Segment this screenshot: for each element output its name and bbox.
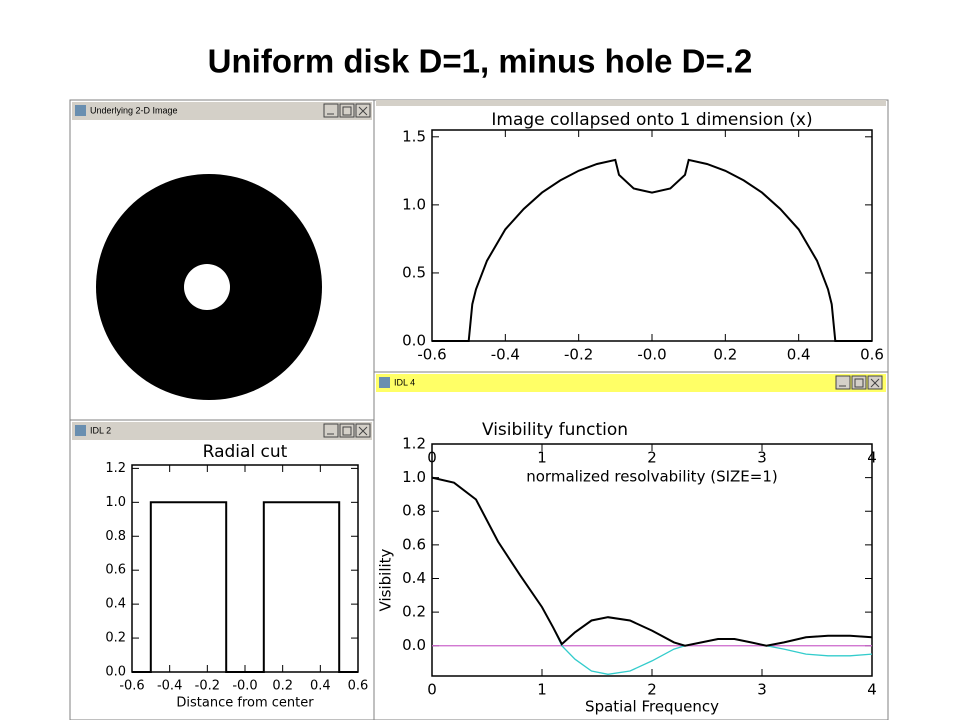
x-tick-label: 0.4 xyxy=(787,346,811,364)
y-tick-label: 1.2 xyxy=(105,461,126,476)
window xyxy=(69,419,375,720)
chart-title: Image collapsed onto 1 dimension (x) xyxy=(491,110,812,130)
title-bar xyxy=(72,102,372,120)
x-tick-label: 0.2 xyxy=(272,679,293,694)
y-tick-label: 0.4 xyxy=(402,569,426,587)
x-tick-label: 4 xyxy=(867,681,877,699)
y-tick-label: 1.2 xyxy=(402,435,426,453)
x-tick-label: 0 xyxy=(427,681,437,699)
x-tick-label: -0.2 xyxy=(564,346,593,364)
window-icon xyxy=(75,425,86,436)
x-tick-label: 2 xyxy=(647,681,657,699)
window xyxy=(373,99,889,373)
y-tick-label: 0.8 xyxy=(402,502,426,520)
x2-axis-label: normalized resolvability (SIZE=1) xyxy=(526,468,777,486)
x-tick-label: -0.6 xyxy=(119,679,144,694)
data-line xyxy=(431,476,873,647)
window-buttons[interactable] xyxy=(323,103,371,118)
x2-tick-label: 0 xyxy=(427,449,437,467)
chart-title: Visibility function xyxy=(482,420,628,440)
x-tick-label: 0.6 xyxy=(860,346,884,364)
window-buttons[interactable] xyxy=(835,375,883,390)
y-tick-label: 1.0 xyxy=(402,195,426,213)
window-title: Underlying 2-D Image xyxy=(90,105,178,115)
x-tick-label: -0.2 xyxy=(195,679,220,694)
x-axis-label: Distance from center xyxy=(176,696,314,711)
slide-title: Uniform disk D=1, minus hole D=.2 xyxy=(208,43,753,80)
y-tick-label: 0.0 xyxy=(402,636,426,654)
y-tick-label: 0.6 xyxy=(105,563,126,578)
y-tick-label: 1.0 xyxy=(402,468,426,486)
data-line xyxy=(132,501,358,673)
x2-tick-label: 1 xyxy=(537,449,547,467)
y-tick-label: 1.5 xyxy=(402,127,426,145)
x2-tick-label: 2 xyxy=(647,449,657,467)
y-tick-label: 0.0 xyxy=(105,665,126,680)
y-axis-label: Visibility xyxy=(377,548,395,611)
hole xyxy=(184,264,230,310)
y-tick-label: 0.2 xyxy=(402,603,426,621)
y-tick-label: 0.2 xyxy=(105,631,126,646)
window-icon xyxy=(75,105,86,116)
window-title: IDL 2 xyxy=(90,425,111,435)
title-bar xyxy=(376,374,886,392)
title-bar xyxy=(72,422,372,440)
window-buttons[interactable] xyxy=(323,423,371,438)
x-tick-label: 1 xyxy=(537,681,547,699)
x2-tick-label: 4 xyxy=(867,449,877,467)
x-tick-label: 3 xyxy=(757,681,767,699)
window xyxy=(373,371,889,720)
y-tick-label: 0.4 xyxy=(105,597,126,612)
window-icon xyxy=(379,377,390,388)
x-tick-label: -0.0 xyxy=(232,679,257,694)
x-axis-label: Spatial Frequency xyxy=(585,698,719,716)
x-tick-label: 0.6 xyxy=(348,679,369,694)
x-tick-label: -0.0 xyxy=(637,346,666,364)
x2-tick-label: 3 xyxy=(757,449,767,467)
data-line xyxy=(432,158,872,342)
x-tick-label: -0.4 xyxy=(491,346,520,364)
y-tick-label: 1.0 xyxy=(105,495,126,510)
title-bar xyxy=(376,100,886,106)
y-tick-label: 0.6 xyxy=(402,535,426,553)
y-tick-label: 0.8 xyxy=(105,529,126,544)
x-tick-label: -0.6 xyxy=(417,346,446,364)
y-tick-label: 0.0 xyxy=(402,332,426,350)
chart-title: Radial cut xyxy=(203,442,288,462)
x-tick-label: 0.4 xyxy=(310,679,331,694)
y-tick-label: 0.5 xyxy=(402,263,426,281)
window-title: IDL 4 xyxy=(394,377,415,387)
x-tick-label: -0.4 xyxy=(157,679,182,694)
x-tick-label: 0.2 xyxy=(713,346,737,364)
